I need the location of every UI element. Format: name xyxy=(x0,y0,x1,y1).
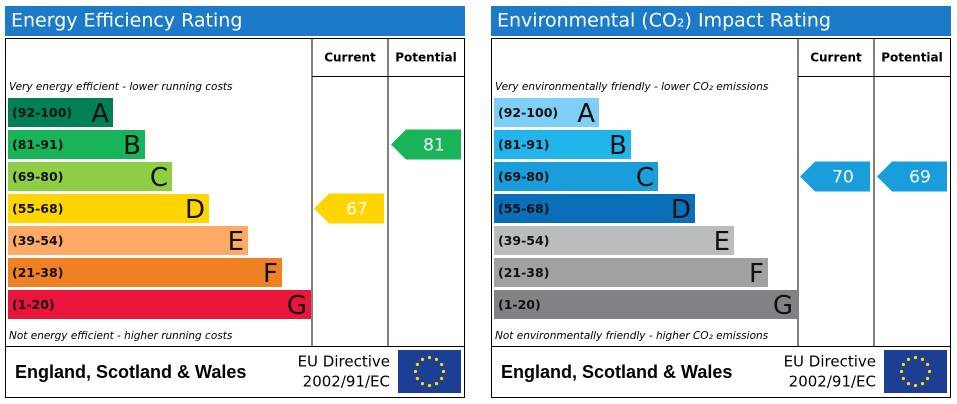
potential-arrow xyxy=(877,161,947,192)
eu-star xyxy=(920,382,925,386)
eu-star xyxy=(434,357,439,361)
rating-band xyxy=(8,290,311,319)
band-letter: C xyxy=(636,163,654,193)
band-range: (92-100) xyxy=(12,105,72,120)
eu-star xyxy=(434,382,439,386)
eu-star xyxy=(913,355,918,360)
rating-band xyxy=(494,258,768,287)
eu-star xyxy=(906,357,911,361)
eu-star xyxy=(420,382,425,386)
footer-directive: EU Directive xyxy=(784,353,876,371)
eu-star xyxy=(901,362,905,367)
bottom-note: Not environmentally friendly - higher CO… xyxy=(495,330,769,342)
eu-star xyxy=(441,369,446,374)
rating-band xyxy=(494,194,695,223)
band-letter: G xyxy=(287,291,307,321)
band-range: (21-38) xyxy=(12,265,63,280)
band-range: (81-91) xyxy=(12,137,63,152)
eu-star xyxy=(926,362,930,367)
band-range: (81-91) xyxy=(498,137,549,152)
rating-band xyxy=(8,194,209,223)
band-range: (55-68) xyxy=(498,201,549,216)
panel-title: Energy Efficiency Rating xyxy=(11,10,242,32)
rating-band xyxy=(8,130,145,159)
band-range: (1-20) xyxy=(498,297,541,312)
eu-star xyxy=(899,369,904,374)
footer-region: England, Scotland & Wales xyxy=(15,362,246,382)
band-letter: D xyxy=(185,195,205,225)
potential-value: 81 xyxy=(423,136,445,156)
rating-band xyxy=(494,130,631,159)
rating-band xyxy=(8,258,282,287)
band-range: (21-38) xyxy=(498,265,549,280)
rating-band xyxy=(494,98,599,127)
top-note: Very environmentally friendly - lower CO… xyxy=(495,81,769,93)
band-range: (92-100) xyxy=(498,105,558,120)
potential-arrow xyxy=(391,129,461,160)
column-header: Potential xyxy=(395,51,457,65)
rating-band xyxy=(494,226,734,255)
top-note: Very energy efficient - lower running co… xyxy=(9,81,233,93)
band-range: (39-54) xyxy=(12,233,63,248)
band-letter: E xyxy=(228,227,244,257)
eu-star xyxy=(415,376,419,381)
band-letter: E xyxy=(714,227,730,257)
eu-star xyxy=(440,362,444,367)
title-bar xyxy=(491,6,951,36)
band-letter: D xyxy=(671,195,691,225)
footer-region: England, Scotland & Wales xyxy=(501,362,732,382)
band-range: (55-68) xyxy=(12,201,63,216)
band-letter: B xyxy=(609,131,627,161)
band-range: (69-80) xyxy=(498,169,549,184)
column-header: Current xyxy=(324,51,376,65)
rating-band xyxy=(8,98,113,127)
rating-band xyxy=(494,290,797,319)
current-value: 70 xyxy=(832,168,854,188)
panel-title: Environmental (CO₂) Impact Rating xyxy=(497,10,831,32)
band-range: (69-80) xyxy=(12,169,63,184)
eu-star xyxy=(427,383,432,388)
band-letter: A xyxy=(577,99,595,129)
eu-star xyxy=(920,357,925,361)
footer-directive-code: 2002/91/EC xyxy=(303,373,390,391)
current-value: 67 xyxy=(346,200,368,220)
column-header: Current xyxy=(810,51,862,65)
eu-star xyxy=(913,383,918,388)
eu-star xyxy=(413,369,418,374)
rating-band xyxy=(494,162,658,191)
title-bar xyxy=(5,6,465,36)
rating-band xyxy=(8,226,248,255)
current-arrow xyxy=(800,161,870,192)
eu-star xyxy=(427,355,432,360)
eu-star xyxy=(926,376,930,381)
eu-star xyxy=(901,376,905,381)
band-letter: C xyxy=(150,163,168,193)
band-range: (39-54) xyxy=(498,233,549,248)
footer-directive-code: 2002/91/EC xyxy=(789,373,876,391)
eu-star xyxy=(420,357,425,361)
column-header: Potential xyxy=(881,51,943,65)
band-letter: G xyxy=(773,291,793,321)
band-letter: F xyxy=(749,259,764,289)
bottom-note: Not energy efficient - higher running co… xyxy=(9,330,233,342)
potential-value: 69 xyxy=(909,168,931,188)
eu-star xyxy=(906,382,911,386)
band-range: (1-20) xyxy=(12,297,55,312)
eu-star xyxy=(440,376,444,381)
current-arrow xyxy=(314,193,384,224)
band-letter: F xyxy=(263,259,278,289)
band-letter: B xyxy=(123,131,141,161)
footer-directive: EU Directive xyxy=(298,353,390,371)
eu-star xyxy=(415,362,419,367)
eu-star xyxy=(927,369,932,374)
rating-band xyxy=(8,162,172,191)
band-letter: A xyxy=(91,99,109,129)
